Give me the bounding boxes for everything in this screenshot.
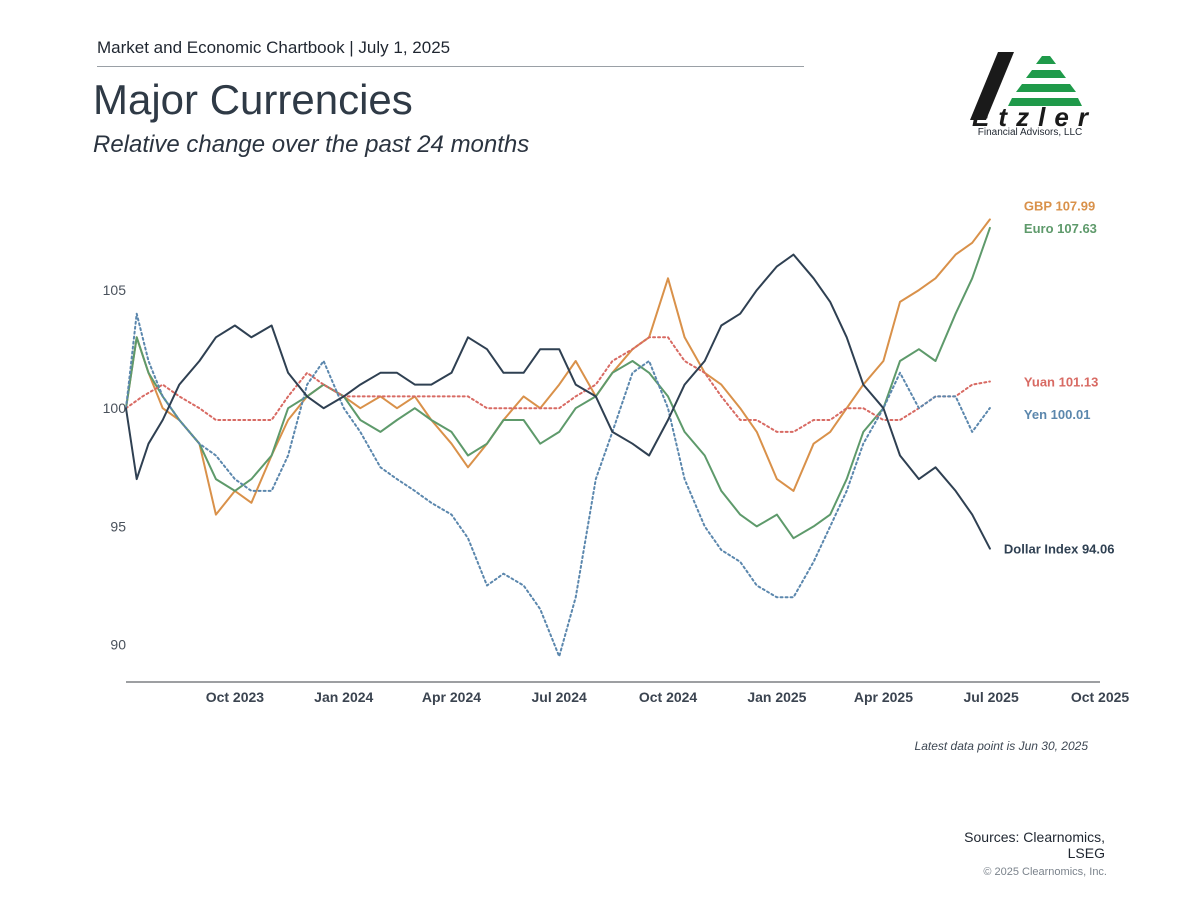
x-tick-label: Jan 2025 [747, 689, 806, 705]
y-tick-label: 90 [110, 637, 126, 653]
x-tick-label: Jan 2024 [314, 689, 373, 705]
x-tick-label: Apr 2024 [422, 689, 481, 705]
chartbook-header: Market and Economic Chartbook | July 1, … [97, 38, 451, 57]
end-label-euro: Euro 107.63 [1024, 221, 1097, 236]
logo-stripe-2 [1026, 70, 1066, 78]
y-tick-label: 95 [110, 518, 126, 534]
series-line-euro [125, 226, 991, 540]
end-label-yuan: Yuan 101.13 [1024, 375, 1098, 390]
end-label-yen: Yen 100.01 [1024, 407, 1090, 422]
etzler-logo-icon: Etzler [970, 52, 1090, 132]
x-tick-label: Oct 2025 [1071, 689, 1130, 705]
sources-text: Sources: Clearnomics, LSEG [905, 829, 1105, 861]
series-line-yen [125, 312, 991, 658]
copyright-text: © 2025 Clearnomics, Inc. [983, 866, 1107, 878]
page-subtitle: Relative change over the past 24 months [93, 131, 530, 158]
logo-tagline: Financial Advisors, LLC [977, 127, 1083, 138]
x-tick-label: Oct 2024 [639, 689, 698, 705]
x-tick-label: Apr 2025 [854, 689, 913, 705]
x-tick-label: Jul 2024 [532, 689, 587, 705]
logo-slash [970, 52, 1014, 120]
logo-stripe-1 [1036, 56, 1056, 64]
end-labels: GBP 107.99 Euro 107.63 Yuan 101.13 Yen 100.… [1004, 198, 1115, 556]
end-label-gbp: GBP 107.99 [1024, 198, 1095, 213]
header-divider [97, 66, 804, 67]
y-tick-label: 100 [103, 400, 127, 416]
sources-line-1: Sources: Clearnomics, [964, 829, 1105, 845]
logo-stripe-4 [1008, 98, 1082, 106]
page-title: Major Currencies [93, 76, 413, 123]
y-tick-label: 105 [103, 282, 127, 298]
series-line-yuan [125, 336, 991, 433]
end-label-dollar-index: Dollar Index 94.06 [1004, 542, 1115, 557]
latest-data-note: Latest data point is Jun 30, 2025 [914, 739, 1088, 753]
series-layer [125, 218, 991, 658]
logo-stripe-3 [1016, 84, 1076, 92]
y-axis: 90 95 100 105 [103, 282, 127, 652]
x-tick-label: Oct 2023 [206, 689, 265, 705]
x-axis: Oct 2023 Jan 2024 Apr 2024 Jul 2024 Oct 2024… [206, 689, 1130, 705]
series-line-dollar-index [125, 253, 991, 550]
series-line-gbp [125, 218, 991, 516]
sources-line-2: LSEG [1067, 845, 1105, 861]
x-tick-label: Jul 2025 [963, 689, 1018, 705]
